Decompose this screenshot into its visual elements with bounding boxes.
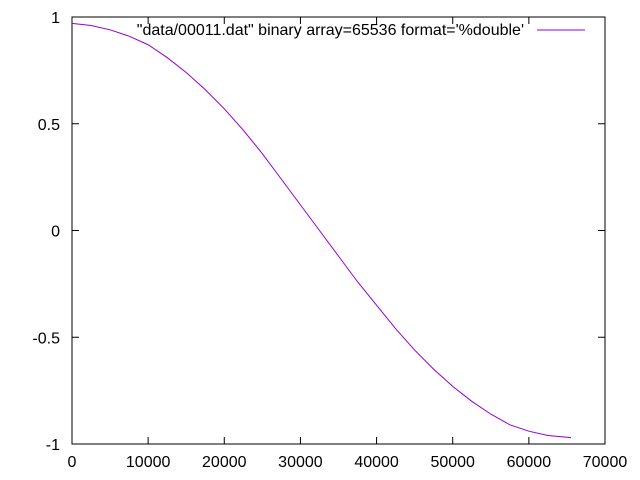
y-tick-label: 0.5 — [38, 117, 60, 134]
x-tick-label: 0 — [68, 454, 77, 471]
legend-label: "data/00011.dat" binary array=65536 form… — [137, 22, 524, 39]
legend: "data/00011.dat" binary array=65536 form… — [137, 22, 585, 39]
x-tick-label: 60000 — [507, 454, 552, 471]
series-line — [71, 22, 572, 439]
x-tick-label: 20000 — [202, 454, 247, 471]
x-tick-label: 50000 — [430, 454, 475, 471]
x-tick-label: 70000 — [583, 454, 628, 471]
y-tick-label: 1 — [51, 10, 60, 27]
y-tick-label: -1 — [46, 437, 60, 454]
x-tick-label: 10000 — [126, 454, 171, 471]
y-tick-labels: -1 -0.5 0 0.5 1 — [32, 10, 60, 454]
plot-frame — [71, 16, 606, 445]
x-tick-label: 40000 — [354, 454, 399, 471]
y-tick-label: 0 — [51, 224, 60, 241]
series-layer — [71, 22, 572, 439]
x-tick-label: 30000 — [278, 454, 323, 471]
x-tick-labels: 0 10000 20000 30000 40000 50000 60000 70000 — [68, 454, 628, 471]
tick-marks — [71, 16, 606, 445]
y-tick-label: -0.5 — [32, 330, 60, 347]
